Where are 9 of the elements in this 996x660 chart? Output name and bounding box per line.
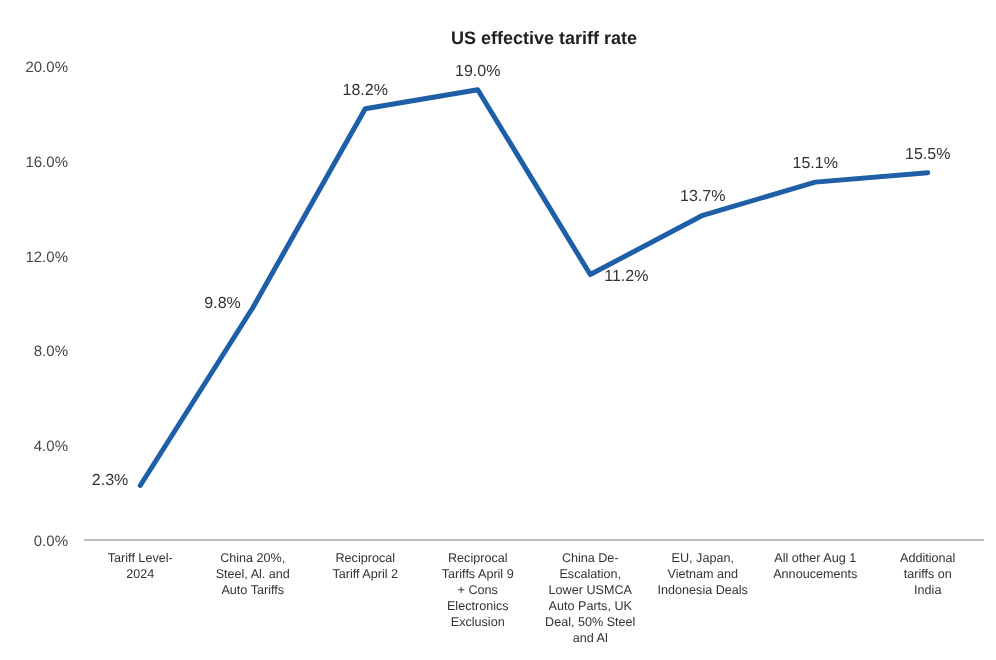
data-label: 11.2%	[604, 266, 649, 285]
data-label: 15.5%	[905, 144, 951, 163]
data-label: 2.3%	[91, 471, 129, 490]
data-label: 13.7%	[680, 187, 726, 206]
data-label: 15.1%	[792, 154, 838, 173]
data-label: 19.0%	[455, 61, 501, 80]
data-label: 9.8%	[204, 293, 241, 312]
chart-title: US effective tariff rate	[450, 28, 638, 48]
data-label: 18.2%	[342, 80, 388, 99]
